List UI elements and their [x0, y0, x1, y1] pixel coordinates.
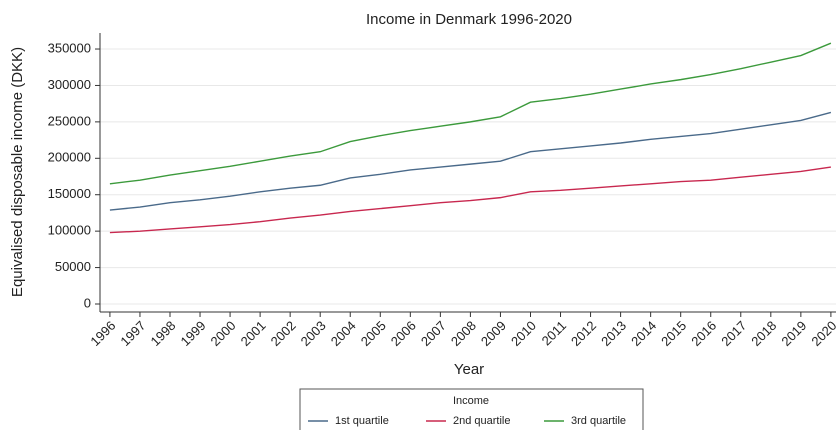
legend-label: 3rd quartile: [571, 415, 626, 427]
x-tick-label: 2018: [748, 318, 779, 349]
legend-label: 2nd quartile: [453, 415, 511, 427]
series-line: [109, 166, 831, 234]
y-tick-label: 250000: [48, 113, 91, 128]
x-tick-label: 1998: [147, 318, 178, 349]
chart-title: Income in Denmark 1996-2020: [366, 11, 572, 28]
y-tick-label: 100000: [48, 223, 91, 238]
x-tick-label: 2015: [658, 318, 689, 349]
legend-box: [299, 388, 644, 430]
x-tick-label: 2011: [539, 318, 569, 348]
x-tick-label: 2005: [358, 318, 389, 349]
x-tick-label: 2008: [448, 318, 479, 349]
x-tick-label: 2019: [778, 318, 809, 349]
x-tick-label: 2001: [238, 318, 269, 349]
x-tick-label: 2017: [718, 318, 749, 349]
y-axis-title: Equivalised disposable income (DKK): [9, 47, 26, 297]
y-tick-label: 300000: [48, 77, 91, 92]
y-tick-label: 50000: [55, 259, 91, 274]
x-tick-label: 2013: [598, 318, 629, 349]
x-tick-label: 2014: [628, 318, 659, 349]
x-tick-label: 2012: [568, 318, 599, 349]
x-tick-label: 1999: [178, 318, 209, 349]
series-line: [109, 111, 832, 211]
y-tick-label: 200000: [48, 150, 91, 165]
x-tick-label: 2020: [808, 318, 838, 349]
y-tick-label: 350000: [48, 40, 91, 55]
x-tick-label: 1997: [117, 318, 148, 349]
x-tick-label: 2016: [688, 318, 719, 349]
y-tick-label: 150000: [48, 186, 91, 201]
x-tick-label: 1996: [87, 318, 118, 349]
x-tick-label: 2010: [508, 318, 539, 349]
x-tick-label: 2007: [418, 318, 449, 349]
x-tick-label: 2004: [328, 318, 359, 349]
legend-title: Income: [453, 395, 489, 407]
x-tick-label: 2003: [298, 318, 329, 349]
x-tick-label: 2006: [388, 318, 419, 349]
x-axis-title: Year: [454, 361, 484, 378]
x-tick-label: 2009: [478, 318, 509, 349]
x-tick-label: 2002: [268, 318, 299, 349]
y-tick-label: 0: [84, 295, 91, 310]
series-line: [109, 42, 832, 185]
x-tick-label: 2000: [208, 318, 239, 349]
legend-label: 1st quartile: [335, 415, 389, 427]
